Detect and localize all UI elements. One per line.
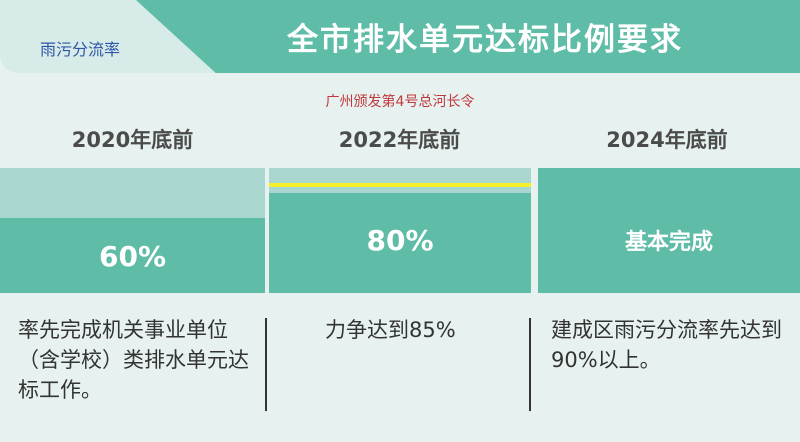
description-2024: 建成区雨污分流率先达到90%以上。 <box>551 318 782 372</box>
progress-column-2022: 80% <box>269 168 531 293</box>
progress-value-2020: 60% <box>98 240 167 273</box>
column-divider <box>529 318 531 411</box>
year-label-2020: 2020年底前 <box>71 128 194 152</box>
progress-column-2024: 基本完成 <box>538 168 800 293</box>
source-subtitle: 广州颁发第4号总河长令 <box>325 94 475 110</box>
year-label-2024: 2024年底前 <box>606 128 728 152</box>
progress-fill-2024 <box>538 168 800 293</box>
page-title: 全市排水单元达标比例要求 <box>287 22 683 58</box>
progress-value-2024: 基本完成 <box>624 230 713 255</box>
progress-value-2022: 80% <box>366 224 434 257</box>
progress-fill-2022 <box>269 193 531 293</box>
column-divider <box>265 318 267 411</box>
description-2022: 力争达到85% <box>325 318 456 342</box>
target-marker-2022 <box>269 182 531 187</box>
progress-fill-2020 <box>0 218 265 293</box>
progress-column-2020: 60% <box>0 168 265 293</box>
year-label-2022: 2022年底前 <box>338 128 461 152</box>
topic-tag: 雨污分流率 <box>40 40 121 59</box>
title-banner <box>136 0 800 73</box>
description-2020: 率先完成机关事业单位（含学校）类排水单元达标工作。 <box>18 318 249 402</box>
